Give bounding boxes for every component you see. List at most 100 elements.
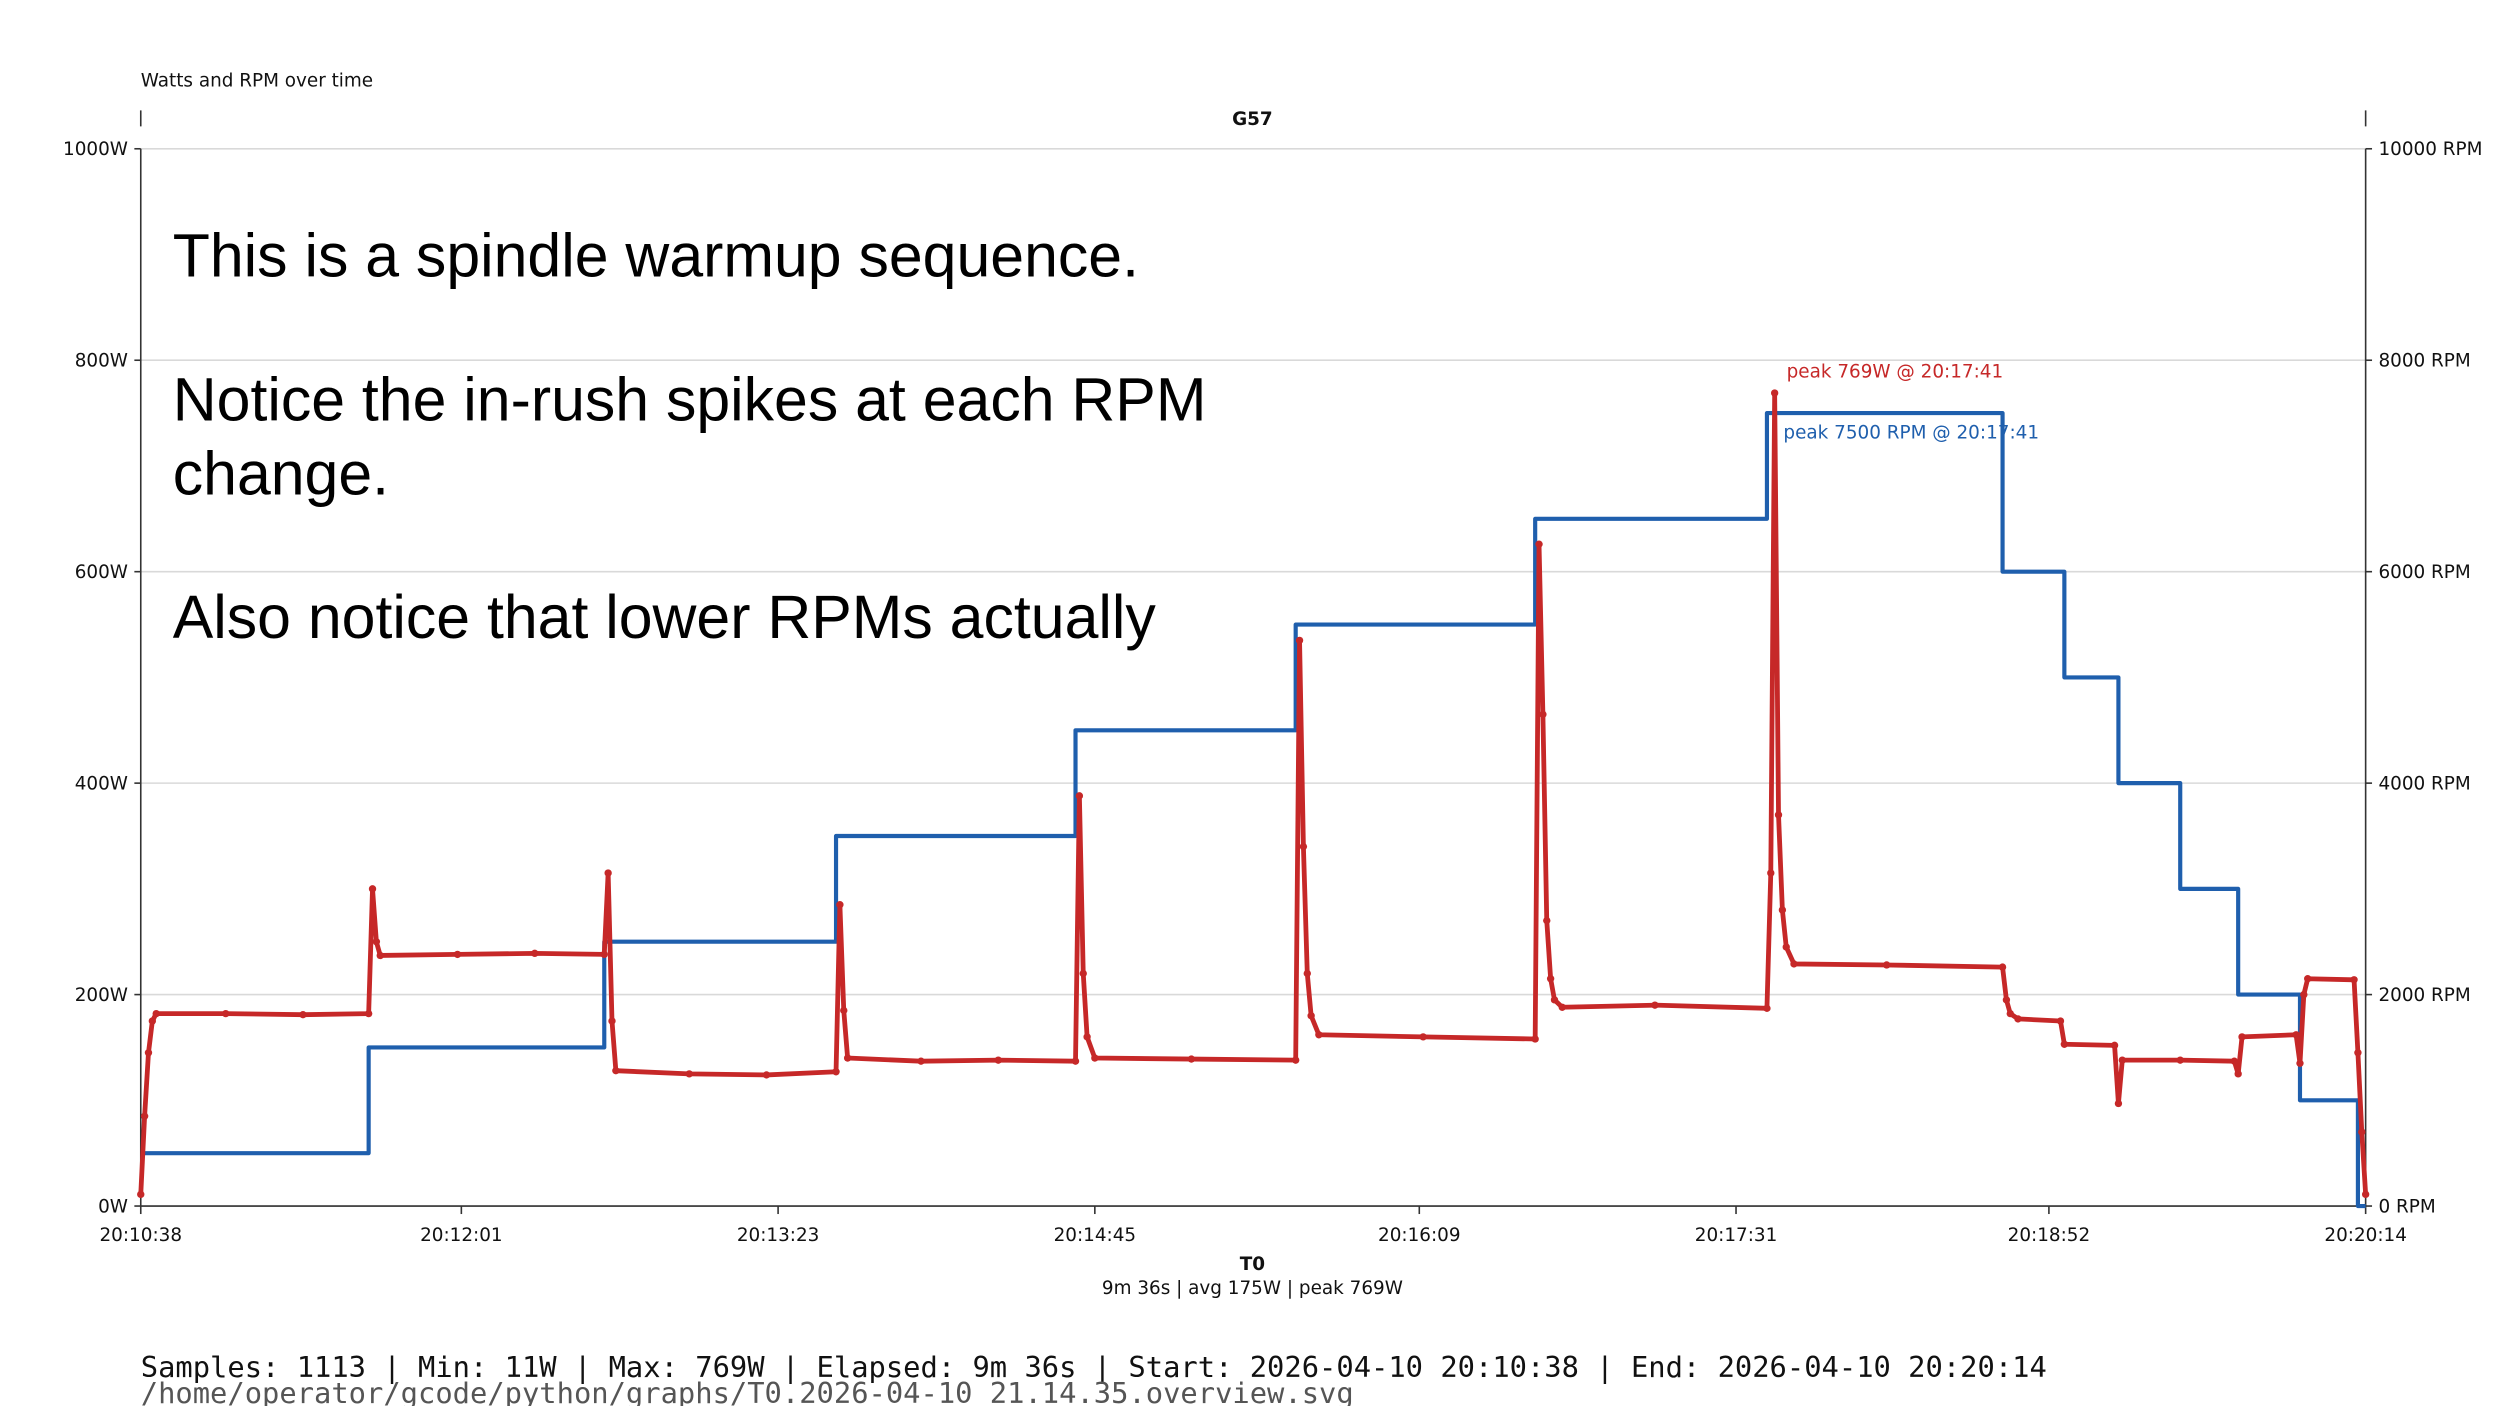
data-point	[1770, 389, 1779, 397]
data-point	[917, 1057, 925, 1065]
data-point	[843, 1054, 852, 1062]
data-point	[1767, 869, 1775, 877]
data-point	[1079, 969, 1087, 978]
data-point	[376, 951, 384, 960]
chart-subtitle: G57	[1232, 109, 1273, 130]
data-point	[1307, 1012, 1315, 1020]
data-point	[2014, 1015, 2022, 1023]
data-point	[608, 1017, 616, 1025]
x-tick-label: 20:14:45	[1054, 1225, 1137, 1246]
data-point	[1083, 1033, 1091, 1041]
data-point	[1419, 1033, 1427, 1041]
data-point	[1763, 1004, 1771, 1013]
x-tick-label: 20:12:01	[420, 1225, 503, 1246]
data-point	[1790, 960, 1798, 968]
data-point	[144, 1049, 153, 1057]
data-point	[368, 885, 377, 893]
data-point	[832, 1068, 840, 1076]
data-point	[1782, 943, 1790, 951]
notes: This is a spindle warmup sequence. Notic…	[173, 221, 1261, 656]
data-point	[2292, 1031, 2300, 1039]
data-point	[148, 1017, 157, 1025]
data-point	[2176, 1056, 2184, 1064]
y-tick-label: 1000W	[63, 139, 128, 160]
data-point	[372, 938, 381, 946]
data-point	[604, 869, 612, 877]
x-tick-label: 20:10:38	[99, 1225, 182, 1246]
data-point	[1539, 710, 1547, 719]
notes-box: This is a spindle warmup sequence. Notic…	[173, 221, 1261, 656]
data-point	[1075, 792, 1084, 800]
x-axis-sublabel: 9m 36s | avg 175W | peak 769W	[1102, 1278, 1403, 1299]
data-point	[1531, 1035, 1539, 1043]
data-point	[1535, 540, 1543, 548]
data-point	[600, 950, 608, 959]
data-point	[1315, 1031, 1323, 1039]
y-tick-label: 200W	[75, 985, 128, 1006]
data-point	[453, 950, 462, 959]
x-tick-label: 20:20:14	[2324, 1225, 2407, 1246]
note: This is a spindle warmup sequence.	[172, 223, 1139, 292]
data-point	[1550, 996, 1559, 1004]
x-tick-label: 20:18:52	[2008, 1225, 2091, 1246]
y-tick-label: 400W	[75, 774, 128, 795]
data-point	[1882, 961, 1891, 969]
data-point	[2304, 975, 2312, 983]
data-point	[152, 1009, 160, 1018]
y2-tick-label: 10000 RPM	[2378, 139, 2482, 160]
data-point	[612, 1067, 620, 1075]
data-point	[2114, 1099, 2123, 1108]
data-point	[1558, 1003, 1566, 1011]
footer-stats: Samples: 1113 | Min: 11W | Max: 769W | E…	[141, 1350, 2047, 1384]
data-point	[2230, 1057, 2238, 1065]
data-point	[1546, 975, 1555, 983]
y2-tick-label: 8000 RPM	[2378, 351, 2470, 372]
y-tick-label: 0W	[98, 1196, 128, 1217]
data-point	[1295, 636, 1304, 645]
data-point	[2354, 1049, 2362, 1057]
data-point	[2358, 1128, 2366, 1136]
chart-title: Watts and RPM over time	[141, 70, 373, 91]
data-point	[2350, 976, 2358, 984]
data-point	[140, 1112, 149, 1120]
data-point	[1998, 963, 2007, 971]
y-tick-label: 800W	[75, 351, 128, 372]
data-point	[2002, 996, 2011, 1004]
data-point	[531, 949, 539, 958]
note: Also notice that lower RPMs actually	[172, 585, 1156, 653]
y2-tick-label: 4000 RPM	[2378, 774, 2470, 795]
data-point	[840, 1006, 848, 1015]
y2-tick-label: 0 RPM	[2378, 1196, 2435, 1217]
data-point	[2060, 1040, 2069, 1048]
data-point	[994, 1056, 1002, 1064]
data-point	[1091, 1054, 1099, 1062]
data-point	[1303, 969, 1311, 978]
footer-path: /home/operator/gcode/python/graphs/T0.20…	[141, 1376, 1354, 1406]
data-point	[299, 1010, 307, 1019]
note: Notice the in-rush spikes at each RPM ch…	[172, 367, 1207, 509]
y2-tick-label: 6000 RPM	[2378, 562, 2470, 583]
data-point	[137, 1190, 145, 1199]
data-point	[836, 901, 844, 909]
x-tick-label: 20:17:31	[1695, 1225, 1778, 1246]
data-point	[1651, 1001, 1659, 1009]
data-point	[1774, 811, 1783, 819]
y2-tick-label: 2000 RPM	[2378, 985, 2470, 1006]
data-point	[2300, 990, 2308, 999]
data-point	[685, 1070, 693, 1078]
data-point	[2056, 1017, 2065, 1025]
data-point	[1299, 842, 1308, 851]
data-point	[222, 1009, 230, 1018]
data-point	[2361, 1190, 2370, 1199]
data-point	[364, 1009, 373, 1018]
series-line	[140, 411, 2366, 1209]
data-point	[2118, 1056, 2126, 1064]
data-point	[2234, 1070, 2242, 1078]
data-point	[2110, 1041, 2119, 1050]
data-point	[2006, 1009, 2014, 1018]
data-point	[2296, 1059, 2304, 1067]
x-axis-label: T0	[1240, 1254, 1265, 1275]
x-tick-label: 20:13:23	[737, 1225, 820, 1246]
